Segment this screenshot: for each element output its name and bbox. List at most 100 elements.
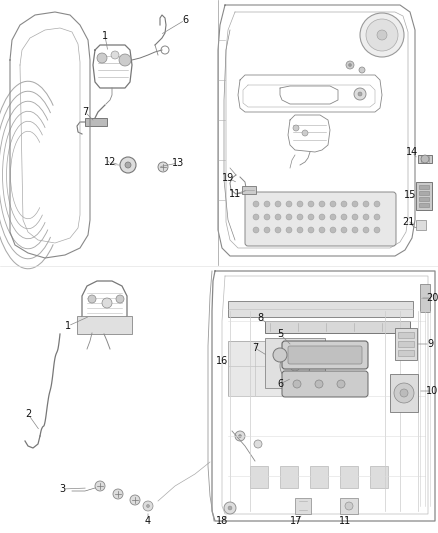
Bar [77,316,132,334]
Text: 3: 3 [59,484,65,494]
FancyBboxPatch shape [282,371,368,397]
Circle shape [308,214,314,220]
Bar [370,466,388,488]
Text: 13: 13 [172,158,184,168]
Bar [280,466,298,488]
Circle shape [363,227,369,233]
Circle shape [360,13,404,57]
Text: 5: 5 [277,329,283,339]
Circle shape [119,54,131,66]
Text: 6: 6 [277,379,283,389]
Text: 8: 8 [257,313,263,323]
Text: 1: 1 [102,31,108,41]
Text: 10: 10 [426,386,438,396]
Circle shape [113,489,123,499]
Circle shape [308,227,314,233]
Circle shape [264,227,270,233]
Text: 14: 14 [406,147,418,157]
Bar [398,350,414,356]
Circle shape [111,51,119,59]
Text: 20: 20 [426,293,438,303]
Circle shape [120,157,136,173]
Bar [416,220,426,230]
Circle shape [319,214,325,220]
Circle shape [374,227,380,233]
Circle shape [352,201,358,207]
Bar [340,466,358,488]
Circle shape [363,214,369,220]
Circle shape [330,227,336,233]
Bar [228,301,413,317]
Circle shape [235,431,245,441]
Bar [265,321,410,333]
Text: 11: 11 [229,189,241,199]
Circle shape [330,214,336,220]
FancyBboxPatch shape [288,346,362,364]
Circle shape [253,227,259,233]
Circle shape [116,295,124,303]
Circle shape [345,502,353,510]
Bar [310,466,328,488]
Bar [419,197,429,201]
Circle shape [421,155,429,163]
Circle shape [352,227,358,233]
Circle shape [400,389,408,397]
Text: 19: 19 [222,173,234,183]
Circle shape [253,214,259,220]
FancyBboxPatch shape [282,341,368,369]
Circle shape [358,92,362,96]
Circle shape [224,502,236,514]
Circle shape [264,214,270,220]
Circle shape [275,201,281,207]
Text: 16: 16 [216,356,228,366]
Circle shape [239,434,241,438]
Text: 15: 15 [404,190,416,200]
Circle shape [377,30,387,40]
Circle shape [359,67,365,73]
Text: 9: 9 [427,339,433,349]
Circle shape [88,295,96,303]
Circle shape [130,495,140,505]
Circle shape [264,201,270,207]
Text: 2: 2 [25,409,31,419]
Circle shape [275,227,281,233]
Circle shape [297,227,303,233]
Bar [419,191,429,195]
Bar [242,186,256,194]
Circle shape [374,214,380,220]
Circle shape [143,501,153,511]
Circle shape [286,214,292,220]
Circle shape [146,505,149,507]
Circle shape [158,162,168,172]
Bar [265,338,325,388]
Circle shape [346,61,354,69]
Bar [390,374,418,412]
Circle shape [97,53,107,63]
Bar [228,341,283,396]
Bar [250,466,268,488]
Text: 21: 21 [402,217,414,227]
Circle shape [280,351,310,381]
Circle shape [394,383,414,403]
Text: 7: 7 [252,343,258,353]
Circle shape [302,130,308,136]
Circle shape [319,201,325,207]
Circle shape [308,201,314,207]
Text: 6: 6 [182,15,188,25]
Circle shape [293,125,299,131]
Circle shape [354,88,366,100]
Text: 1: 1 [65,321,71,331]
Text: 18: 18 [216,516,228,526]
Circle shape [349,63,352,67]
Circle shape [286,227,292,233]
Circle shape [293,380,301,388]
Circle shape [290,361,300,371]
Circle shape [297,201,303,207]
Circle shape [341,227,347,233]
Circle shape [374,201,380,207]
Bar [398,341,414,347]
Circle shape [95,481,105,491]
Circle shape [275,214,281,220]
Circle shape [341,214,347,220]
Bar [85,118,107,126]
